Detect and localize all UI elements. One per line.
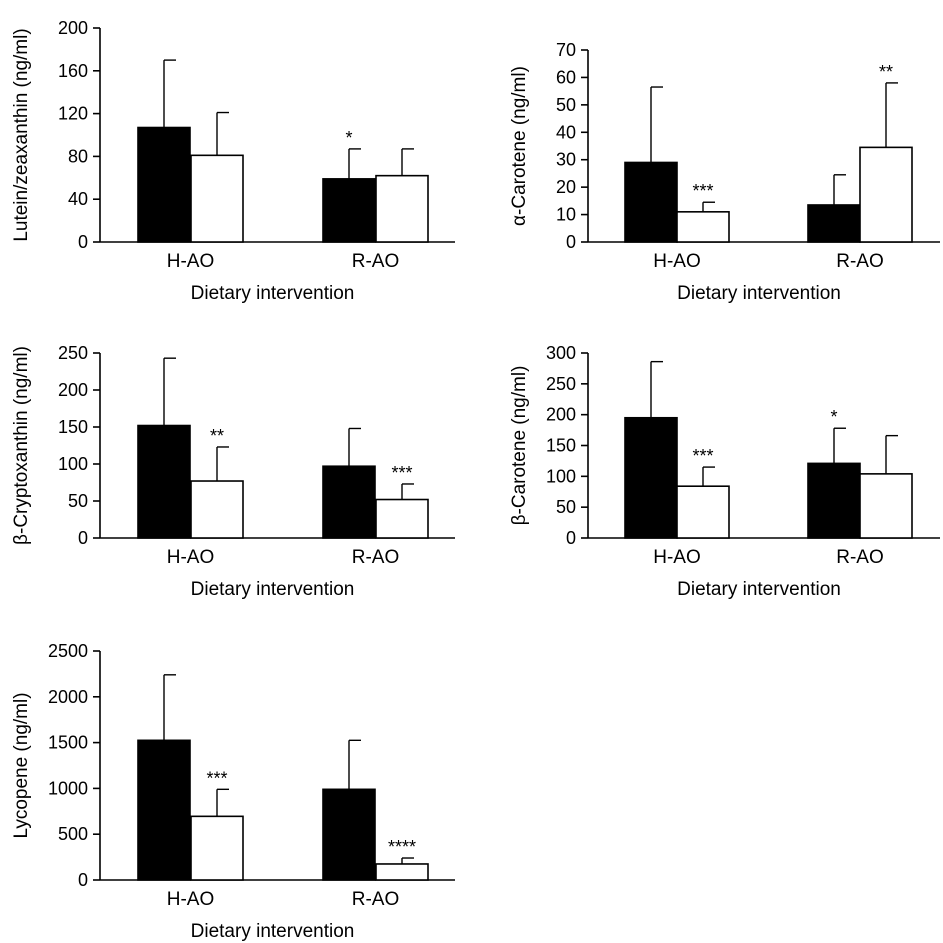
bar-white: [676, 485, 730, 539]
bar-black: [322, 178, 376, 243]
y-tick-label: 40: [556, 122, 576, 142]
bar-black: [624, 161, 678, 243]
y-tick-label: 0: [78, 870, 88, 890]
x-axis-title: Dietary intervention: [677, 579, 841, 600]
x-category-label: R-AO: [352, 251, 400, 272]
y-tick-label: 120: [58, 104, 88, 124]
y-tick-label: 1500: [48, 733, 88, 753]
y-tick-label: 50: [556, 95, 576, 115]
bar-black: [137, 424, 191, 539]
y-axis-title: α-Carotene (ng/ml): [509, 66, 530, 226]
y-tick-label: 100: [58, 454, 88, 474]
significance-label: *: [345, 128, 352, 148]
x-axis-title: Dietary intervention: [191, 283, 355, 304]
y-tick-label: 10: [556, 205, 576, 225]
significance-label: **: [879, 62, 893, 82]
chart-panel-2: 0 10 20 30 40 50 60 70 *** H-AO ** R-AO Dietary inte…: [509, 40, 940, 304]
y-tick-label: 0: [78, 528, 88, 548]
bar-white: [676, 211, 730, 243]
x-category-label: H-AO: [167, 889, 215, 910]
x-category-label: H-AO: [653, 547, 701, 568]
bar-black: [807, 462, 861, 539]
significance-label: ***: [391, 463, 412, 483]
y-tick-label: 500: [58, 824, 88, 844]
bar-black: [137, 739, 191, 881]
y-axis-title: Lycopene (ng/ml): [11, 692, 32, 838]
significance-label: ***: [692, 181, 713, 201]
significance-label: ****: [388, 837, 416, 857]
bar-black: [624, 416, 678, 539]
x-category-label: R-AO: [836, 547, 884, 568]
y-tick-label: 2500: [48, 641, 88, 661]
x-axis-title: Dietary intervention: [677, 283, 841, 304]
y-tick-label: 200: [58, 18, 88, 38]
bar-black: [322, 465, 376, 539]
y-tick-label: 0: [566, 232, 576, 252]
bar-white: [190, 154, 244, 243]
x-category-label: H-AO: [167, 251, 215, 272]
y-tick-label: 70: [556, 40, 576, 60]
y-tick-label: 200: [546, 405, 576, 425]
y-axis-title: β-Cryptoxanthin (ng/ml): [11, 346, 32, 545]
chart-panel-5: 0 500 1000 1500 2000 2500 *** H-AO **** R-AO Dieta…: [11, 641, 455, 942]
bar-white: [190, 480, 244, 539]
bar-white: [859, 473, 913, 539]
y-tick-label: 50: [68, 491, 88, 511]
x-category-label: R-AO: [836, 251, 884, 272]
x-axis-title: Dietary intervention: [191, 579, 355, 600]
bar-white: [375, 174, 429, 243]
y-tick-label: 250: [546, 374, 576, 394]
y-tick-label: 20: [556, 177, 576, 197]
significance-label: **: [210, 426, 224, 446]
x-category-label: H-AO: [167, 547, 215, 568]
x-category-label: R-AO: [352, 547, 400, 568]
chart-panel-1: 0 40 80 120 160 200 H-AO * R-AO Dietary intervent…: [11, 18, 455, 304]
y-tick-label: 300: [546, 343, 576, 363]
y-tick-label: 80: [68, 146, 88, 166]
y-tick-label: 160: [58, 61, 88, 81]
bar-white: [859, 146, 913, 243]
y-tick-label: 150: [546, 436, 576, 456]
y-tick-label: 250: [58, 343, 88, 363]
y-tick-label: 200: [58, 380, 88, 400]
significance-label: ***: [692, 446, 713, 466]
y-tick-label: 40: [68, 189, 88, 209]
y-tick-label: 100: [546, 466, 576, 486]
bar-white: [375, 863, 429, 881]
significance-label: ***: [206, 768, 227, 788]
y-tick-label: 1000: [48, 778, 88, 798]
bar-black: [137, 126, 191, 243]
bar-white: [375, 498, 429, 539]
bar-white: [190, 815, 244, 881]
y-tick-label: 0: [566, 528, 576, 548]
significance-label: *: [830, 407, 837, 427]
chart-panel-4: 0 50 100 150 200 250 300 *** H-AO * R-AO Dietary in…: [509, 343, 940, 600]
y-tick-label: 50: [556, 497, 576, 517]
y-tick-label: 150: [58, 417, 88, 437]
x-category-label: R-AO: [352, 889, 400, 910]
bar-black: [807, 204, 861, 243]
chart-panel-3: 0 50 100 150 200 250 ** H-AO *** R-AO Dietary inte…: [11, 343, 455, 600]
x-category-label: H-AO: [653, 251, 701, 272]
bar-black: [322, 788, 376, 881]
x-axis-title: Dietary intervention: [191, 921, 355, 942]
y-tick-label: 0: [78, 232, 88, 252]
y-tick-label: 30: [556, 150, 576, 170]
y-axis-title: β-Carotene (ng/ml): [509, 366, 530, 526]
y-tick-label: 2000: [48, 687, 88, 707]
y-tick-label: 60: [556, 67, 576, 87]
y-axis-title: Lutein/zeaxanthin (ng/ml): [11, 28, 32, 241]
